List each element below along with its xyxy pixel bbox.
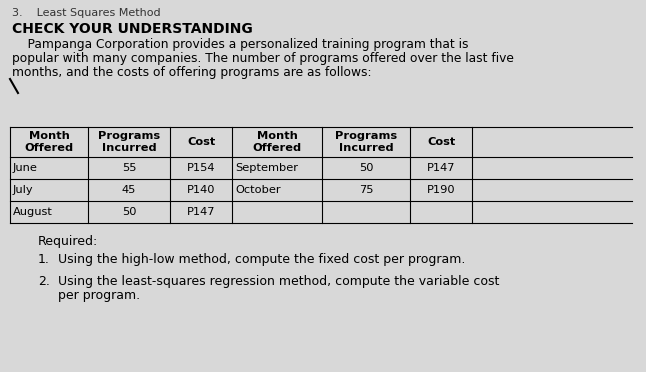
Text: months, and the costs of offering programs are as follows:: months, and the costs of offering progra… xyxy=(12,66,371,79)
Text: Pampanga Corporation provides a personalized training program that is: Pampanga Corporation provides a personal… xyxy=(12,38,468,51)
Text: P147: P147 xyxy=(187,207,215,217)
Text: Month
Offered: Month Offered xyxy=(253,131,302,153)
Text: P140: P140 xyxy=(187,185,215,195)
Text: Programs
Incurred: Programs Incurred xyxy=(335,131,397,153)
Text: Using the high-low method, compute the fixed cost per program.: Using the high-low method, compute the f… xyxy=(58,253,465,266)
Text: Cost: Cost xyxy=(187,137,215,147)
Text: P154: P154 xyxy=(187,163,215,173)
Text: 2.: 2. xyxy=(38,275,50,288)
Text: July: July xyxy=(13,185,34,195)
Text: October: October xyxy=(235,185,280,195)
Text: popular with many companies. The number of programs offered over the last five: popular with many companies. The number … xyxy=(12,52,514,65)
Text: 75: 75 xyxy=(359,185,373,195)
Text: Cost: Cost xyxy=(427,137,455,147)
Text: 3.    Least Squares Method: 3. Least Squares Method xyxy=(12,8,161,18)
Text: Programs
Incurred: Programs Incurred xyxy=(98,131,160,153)
Text: 1.: 1. xyxy=(38,253,50,266)
Text: Required:: Required: xyxy=(38,235,98,248)
Text: P147: P147 xyxy=(427,163,455,173)
Text: September: September xyxy=(235,163,298,173)
Text: 45: 45 xyxy=(122,185,136,195)
Text: per program.: per program. xyxy=(58,289,140,302)
Text: 50: 50 xyxy=(121,207,136,217)
Text: Using the least-squares regression method, compute the variable cost: Using the least-squares regression metho… xyxy=(58,275,499,288)
Text: 50: 50 xyxy=(359,163,373,173)
Text: June: June xyxy=(13,163,38,173)
Text: August: August xyxy=(13,207,53,217)
Text: 55: 55 xyxy=(121,163,136,173)
Text: P190: P190 xyxy=(427,185,455,195)
Text: Month
Offered: Month Offered xyxy=(25,131,74,153)
Text: CHECK YOUR UNDERSTANDING: CHECK YOUR UNDERSTANDING xyxy=(12,22,253,36)
